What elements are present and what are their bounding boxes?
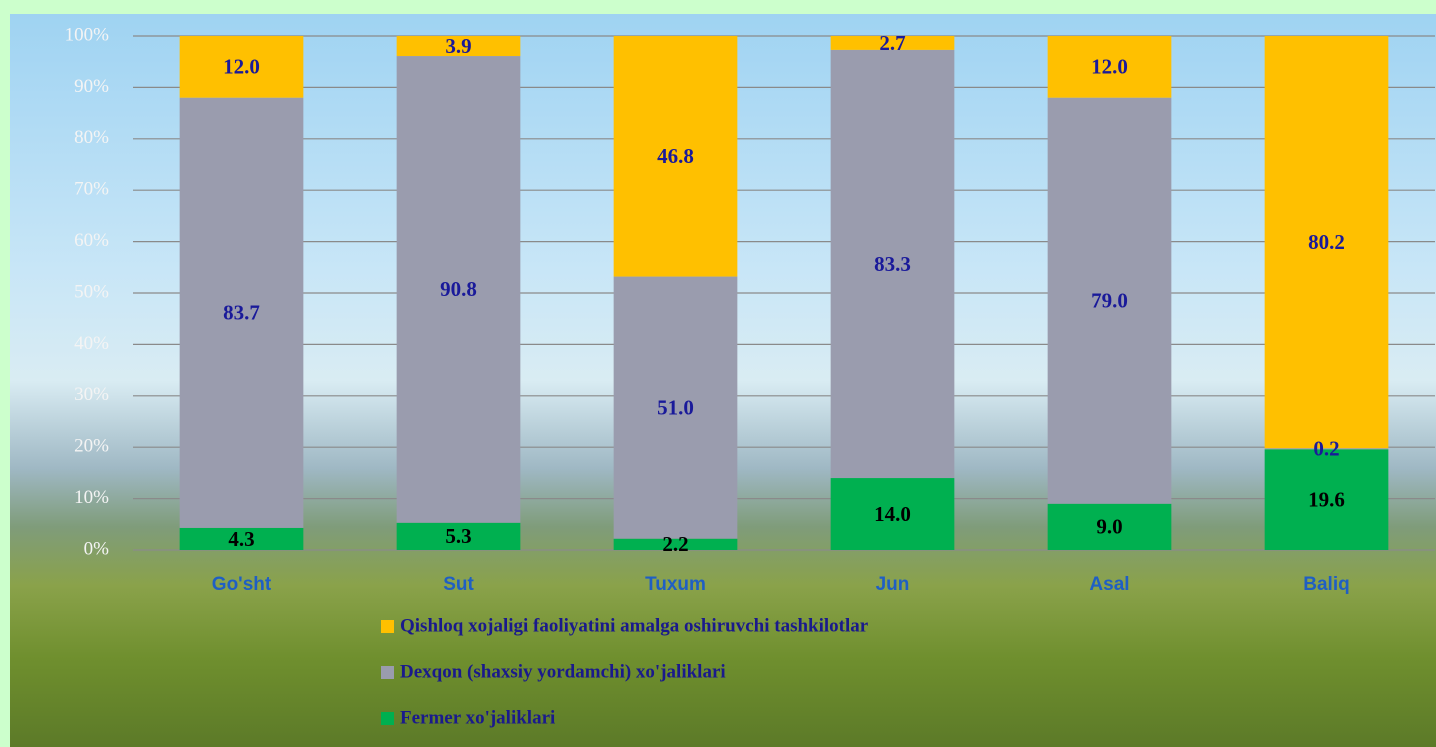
bar-segment xyxy=(1047,503,1172,550)
bar-segment xyxy=(830,36,955,50)
bar-segment xyxy=(830,49,955,479)
x-tick-label: Baliq xyxy=(1303,574,1349,595)
value-label: 80.2 xyxy=(1308,230,1345,254)
value-label: 83.3 xyxy=(874,252,911,276)
bar-segment xyxy=(613,36,738,277)
bar-segment xyxy=(830,478,955,550)
bar-segment xyxy=(1047,36,1172,98)
bar-segment xyxy=(613,538,738,550)
bar-segment xyxy=(1264,448,1389,450)
x-tick-label: Jun xyxy=(876,574,910,595)
y-tick-label: 30% xyxy=(74,384,109,405)
value-label: 51.0 xyxy=(657,395,694,419)
bar-segment xyxy=(1047,97,1172,504)
y-tick-label: 10% xyxy=(74,487,109,508)
value-label: 2.2 xyxy=(662,532,688,556)
legend-label: Qishloq xojaligi faoliyatini amalga oshi… xyxy=(400,615,869,636)
x-tick-label: Sut xyxy=(443,574,474,595)
value-label: 12.0 xyxy=(1091,55,1128,79)
y-tick-label: 0% xyxy=(84,538,110,559)
value-label: 5.3 xyxy=(445,524,471,548)
value-label: 19.6 xyxy=(1308,487,1345,511)
x-tick-label: Go'sht xyxy=(212,574,272,595)
bar-segment xyxy=(396,56,521,523)
bar-segment xyxy=(613,276,738,539)
y-tick-label: 90% xyxy=(74,76,109,97)
bar-segment xyxy=(1264,36,1389,449)
bar-segment xyxy=(396,522,521,550)
y-tick-label: 50% xyxy=(74,281,109,302)
legend-swatch xyxy=(381,620,394,633)
bar-segment xyxy=(179,36,304,98)
value-label: 46.8 xyxy=(657,144,694,168)
value-label: 12.0 xyxy=(223,55,260,79)
y-tick-label: 80% xyxy=(74,127,109,148)
value-label: 90.8 xyxy=(440,277,477,301)
value-label: 9.0 xyxy=(1096,515,1122,539)
y-tick-label: 60% xyxy=(74,230,109,251)
value-label: 0.2 xyxy=(1313,437,1339,461)
legend-swatch xyxy=(381,712,394,725)
value-label: 3.9 xyxy=(445,34,471,58)
value-label: 14.0 xyxy=(874,502,911,526)
y-tick-label: 40% xyxy=(74,333,109,354)
legend-label: Dexqon (shaxsiy yordamchi) xo'jaliklari xyxy=(400,661,726,682)
bar-segment xyxy=(179,527,304,550)
x-tick-label: Tuxum xyxy=(645,574,706,595)
legend-swatch xyxy=(381,666,394,679)
bar-segment xyxy=(179,97,304,528)
bar-segment xyxy=(1264,449,1389,550)
x-tick-label: Asal xyxy=(1089,574,1129,595)
value-label: 2.7 xyxy=(879,31,905,55)
value-label: 79.0 xyxy=(1091,289,1128,313)
bar-segment xyxy=(396,36,521,57)
legend-label: Fermer xo'jaliklari xyxy=(400,707,555,728)
y-tick-label: 100% xyxy=(65,24,110,45)
y-tick-label: 70% xyxy=(74,179,109,200)
y-tick-label: 20% xyxy=(74,436,109,457)
value-label: 4.3 xyxy=(228,527,254,551)
value-label: 83.7 xyxy=(223,301,260,325)
